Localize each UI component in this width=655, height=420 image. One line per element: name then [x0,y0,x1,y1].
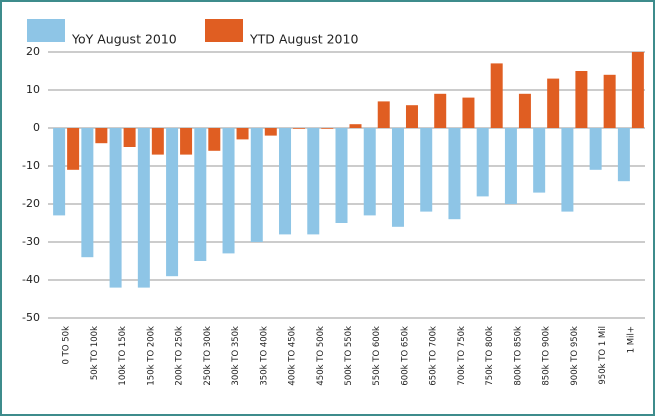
legend-label: YoY August 2010 [71,32,177,47]
bar [377,101,390,128]
bar [208,128,221,151]
x-tick-label: 0 TO 50k [62,326,72,365]
legend-label: YTD August 2010 [249,32,358,47]
bar [194,128,207,261]
bar [518,93,531,128]
x-tick-label: 200k TO 250k [175,326,185,386]
x-tick-label: 700k TO 750k [457,326,467,386]
bar [151,128,164,155]
bar [363,128,376,216]
y-tick-label: -40 [22,273,40,286]
y-tick-label: -20 [22,197,40,210]
bar [476,128,489,197]
bar [462,97,475,128]
x-tick-label: 50k TO 100k [90,326,100,380]
bar [95,128,108,144]
x-tick-label: 350k TO 400k [259,326,269,386]
bar [589,128,602,170]
bar [321,128,334,129]
y-tick-label: 10 [26,83,40,96]
bar [109,128,122,288]
bar [434,93,447,128]
x-tick-label: 400k TO 450k [288,326,298,386]
y-tick-label: -10 [22,159,40,172]
bar [575,71,588,128]
y-tick-label: 20 [26,45,40,58]
x-tick-label: 550k TO 600k [372,326,382,386]
bar [264,128,277,136]
bar [53,128,66,216]
legend-swatch [27,19,65,42]
bar [617,128,630,182]
bar [405,105,418,128]
x-tick-label: 750k TO 800k [485,326,495,386]
bar [180,128,193,155]
bar [547,78,560,128]
x-tick-label: 300k TO 350k [231,326,241,386]
x-tick-label: 450k TO 500k [316,326,326,386]
bar [81,128,94,258]
bar [603,74,616,128]
bar [420,128,433,212]
bar [504,128,517,204]
bar [123,128,136,147]
bar [279,128,292,235]
bar [166,128,179,277]
bar [307,128,320,235]
bar [293,128,306,129]
bar [631,52,644,128]
y-tick-label: 0 [33,121,40,134]
x-tick-label: 500k TO 550k [344,326,354,386]
bar [335,128,348,223]
bar [250,128,263,242]
bar [490,63,503,128]
bar [391,128,404,227]
legend-swatch [205,19,243,42]
bar [561,128,574,212]
bar [236,128,249,140]
bar [349,124,362,128]
x-tick-label: 150k TO 200k [146,326,156,386]
x-tick-label: 800k TO 850k [513,326,523,386]
x-tick-label: 850k TO 900k [542,326,552,386]
y-tick-label: -30 [22,235,40,248]
bar [67,128,80,170]
bar [222,128,235,254]
x-tick-label: 950k TO 1 Mil [598,326,608,385]
x-tick-label: 600k TO 650k [400,326,410,386]
bar [533,128,546,193]
x-tick-label: 100k TO 150k [118,326,128,386]
bar [137,128,150,288]
x-tick-label: 900k TO 950k [570,326,580,386]
x-tick-label: 250k TO 300k [203,326,213,386]
y-tick-label: -50 [22,311,40,324]
bar [448,128,461,220]
x-tick-label: 1 Mil+ [626,326,636,353]
x-tick-label: 650k TO 700k [429,326,439,386]
